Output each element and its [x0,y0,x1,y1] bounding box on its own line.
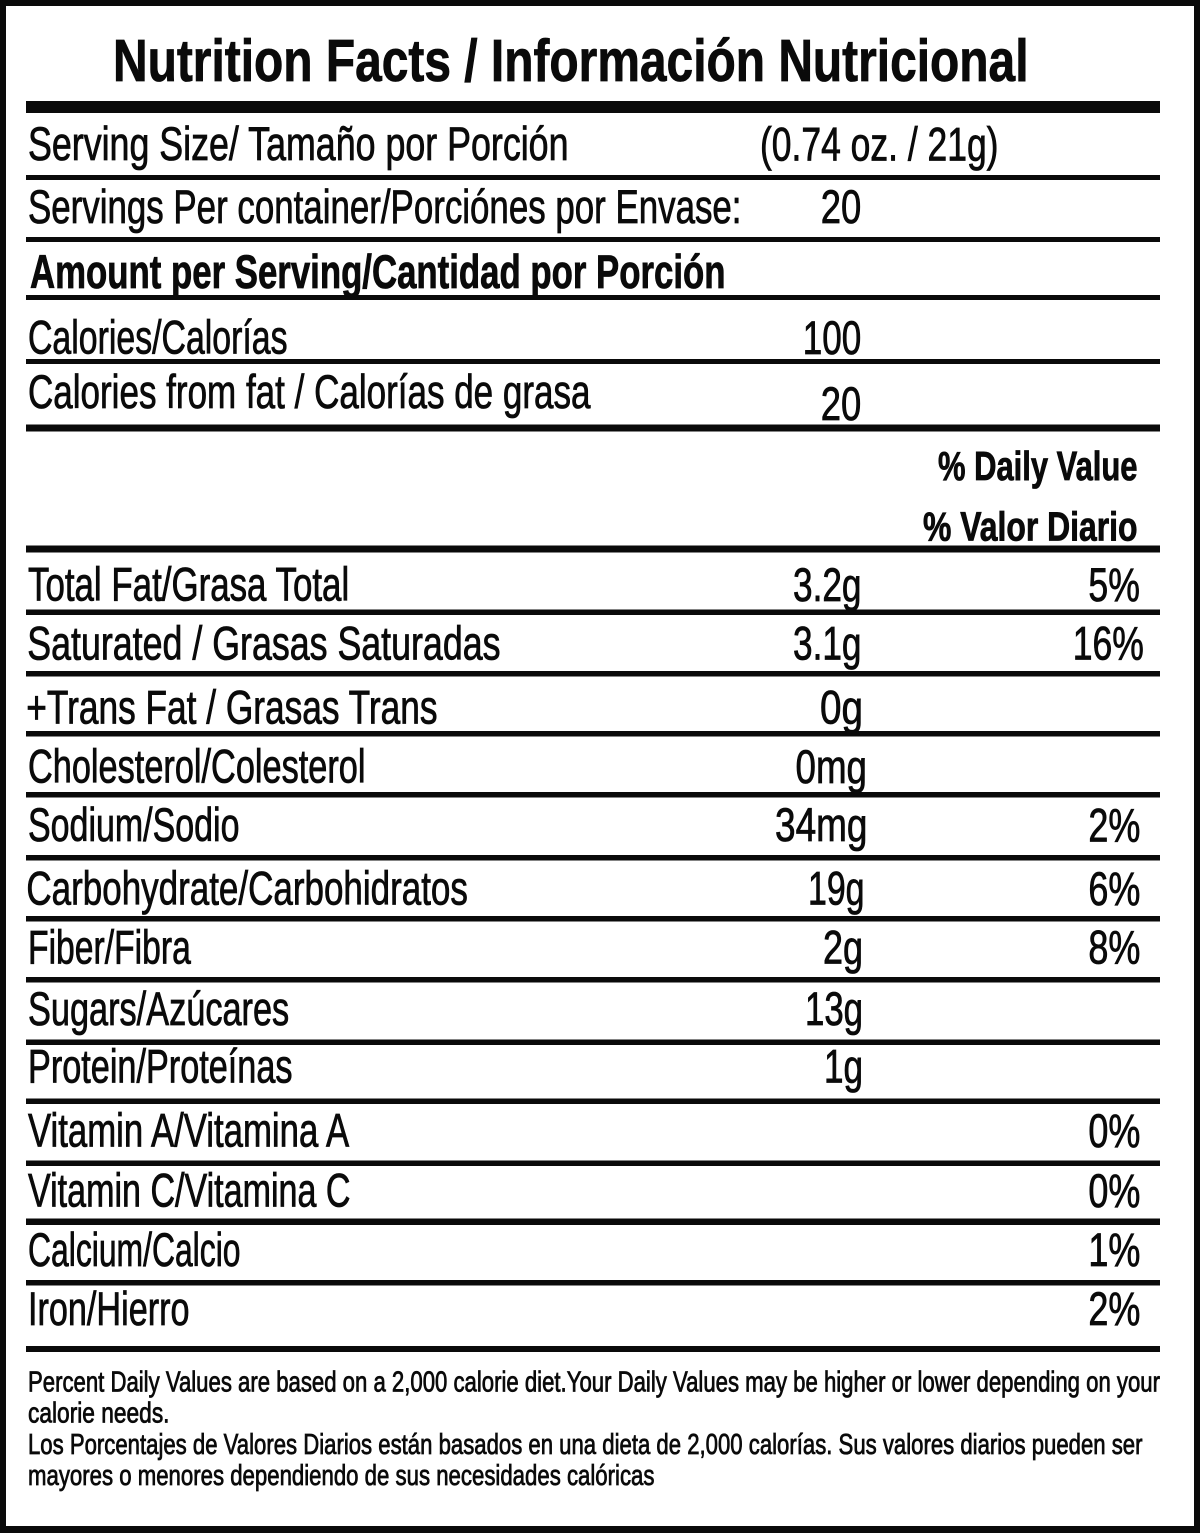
svg-text:3.1g: 3.1g [793,617,862,670]
svg-text:0mg: 0mg [796,740,868,793]
svg-text:% Daily Value: % Daily Value [938,443,1138,489]
svg-text:Amount per Serving/Cantidad po: Amount per Serving/Cantidad por Porción [30,245,726,298]
svg-text:+Trans Fat / Grasas Trans: +Trans Fat / Grasas Trans [26,680,437,733]
svg-text:13g: 13g [805,982,863,1035]
svg-text:20: 20 [821,180,862,233]
svg-text:Calcium/Calcio: Calcium/Calcio [28,1223,241,1276]
svg-text:8%: 8% [1088,921,1140,974]
svg-text:mayores o menores dependiendo: mayores o menores dependiendo de sus nec… [28,1460,655,1492]
svg-text:Nutrition Facts / Información: Nutrition Facts / Información Nutriciona… [113,27,1029,94]
svg-text:Sodium/Sodio: Sodium/Sodio [28,798,240,851]
svg-text:1g: 1g [824,1040,863,1093]
svg-text:Carbohydrate/Carbohidratos: Carbohydrate/Carbohidratos [26,861,468,914]
svg-text:20: 20 [821,377,862,430]
svg-text:0%: 0% [1088,1104,1140,1157]
svg-text:19g: 19g [808,862,865,915]
svg-text:1%: 1% [1088,1223,1140,1276]
svg-text:Servings Per container/Porción: Servings Per container/Porciónes por Env… [28,180,742,233]
svg-text:Serving Size/ Tamaño por Porci: Serving Size/ Tamaño por Porción [28,117,569,170]
svg-text:0g: 0g [820,681,863,734]
svg-text:5%: 5% [1088,558,1140,611]
svg-text:100: 100 [803,311,862,364]
svg-text:0%: 0% [1088,1164,1140,1217]
svg-text:34mg: 34mg [775,798,868,851]
svg-text:Los Porcentajes de Valores Dia: Los Porcentajes de Valores Diarios están… [28,1429,1143,1461]
svg-text:calorie needs.: calorie needs. [28,1398,170,1430]
svg-text:16%: 16% [1073,617,1144,670]
svg-text:Protein/Proteínas: Protein/Proteínas [28,1039,293,1092]
svg-text:6%: 6% [1088,862,1140,915]
svg-text:2%: 2% [1088,1282,1140,1335]
svg-text:2%: 2% [1088,799,1140,852]
svg-text:Vitamin A/Vitamina A: Vitamin A/Vitamina A [28,1104,350,1157]
svg-text:Fiber/Fibra: Fiber/Fibra [28,920,191,973]
svg-text:(0.74 oz. / 21g): (0.74 oz. / 21g) [760,118,999,171]
svg-text:Sugars/Azúcares: Sugars/Azúcares [28,982,289,1035]
svg-text:% Valor Diario: % Valor Diario [923,503,1138,549]
svg-text:Saturated / Grasas Saturadas: Saturated / Grasas Saturadas [27,616,500,669]
svg-text:Calories/Calorías: Calories/Calorías [28,311,288,364]
svg-text:Iron/Hierro: Iron/Hierro [28,1282,190,1335]
svg-text:Vitamin C/Vitamina C: Vitamin C/Vitamina C [28,1164,351,1217]
svg-text:2g: 2g [823,921,863,974]
svg-text:Percent Daily Values are based: Percent Daily Values are based on a 2,00… [28,1367,1160,1399]
svg-text:Cholesterol/Colesterol: Cholesterol/Colesterol [28,740,366,793]
svg-text:Total Fat/Grasa Total: Total Fat/Grasa Total [28,558,349,611]
svg-text:Calories from fat / Calorías d: Calories from fat / Calorías de grasa [28,365,591,418]
svg-text:3.2g: 3.2g [793,558,862,611]
